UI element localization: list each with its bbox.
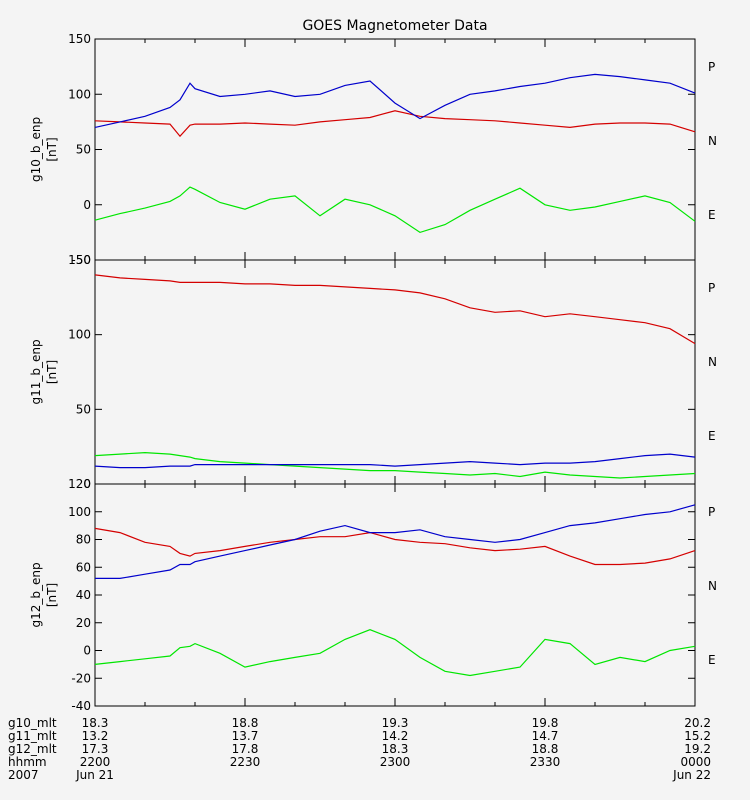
x-tick-label: 18.3: [82, 716, 109, 730]
series-P-line: [94, 274, 696, 345]
row-label: g12_mlt: [8, 742, 57, 756]
series-E-line: [95, 504, 696, 580]
series-P-line: [94, 527, 696, 566]
x-tick-label: 14.7: [532, 729, 559, 743]
x-tick-label: 20.2: [684, 716, 711, 730]
panel-frame: [94, 259, 696, 485]
series-N-line: [94, 451, 696, 479]
y-tick-label: -40: [71, 699, 91, 713]
series-N-line: [94, 629, 696, 677]
x-tick-label: 0000: [680, 755, 711, 769]
series-E-line: [94, 73, 696, 128]
row-label: 2007: [8, 768, 39, 782]
panel-frame: [94, 38, 696, 261]
x-tick-label: 19.8: [532, 716, 559, 730]
y-axis-units: [nT]: [45, 137, 59, 161]
chart-title: GOES Magnetometer Data: [302, 18, 487, 34]
y-axis-units: [nT]: [45, 583, 59, 607]
y-tick-label: 100: [68, 505, 91, 519]
x-axis-rows: g10_mltg11_mltg12_mlthhmm200718.313.217.…: [8, 716, 711, 782]
legend-P: P: [708, 60, 715, 74]
series-P-line: [94, 110, 696, 138]
y-tick-label: 0: [83, 477, 91, 491]
legend-N: N: [708, 579, 717, 593]
y-tick-label: 20: [76, 616, 91, 630]
y-tick-label: 120: [68, 477, 91, 491]
x-tick-label: 15.2: [684, 729, 711, 743]
y-tick-label: 100: [68, 328, 91, 342]
row-label: g11_mlt: [8, 729, 57, 743]
x-tick-label: 13.7: [232, 729, 259, 743]
x-tick-label: 18.8: [232, 716, 259, 730]
legend-P: P: [708, 281, 715, 295]
legend-P: P: [708, 505, 715, 519]
y-tick-label: 80: [76, 533, 91, 547]
legend-E: E: [708, 208, 716, 222]
panel-3: 120 100 80 60 40 20 0 -20 -40 g12_b_enp [nT] P N E: [29, 477, 717, 713]
x-tick-label: 18.8: [532, 742, 559, 756]
series-N-line: [94, 186, 696, 234]
x-tick-label: 13.2: [82, 729, 109, 743]
x-tick-label: 14.2: [382, 729, 409, 743]
y-tick-label: 0: [83, 644, 91, 658]
y-axis-label: g11_b_enp: [29, 339, 43, 404]
legend-N: N: [708, 355, 717, 369]
y-tick-label: 60: [76, 560, 91, 574]
y-tick-label: 40: [76, 588, 91, 602]
x-tick-label: 2330: [530, 755, 561, 769]
y-tick-label: -50: [71, 253, 91, 267]
x-tick-label: 2230: [230, 755, 261, 769]
row-label: hhmm: [8, 755, 47, 769]
panel-1: 150 100 50 0 -50 g10_b_enp [nT] P N E: [29, 32, 717, 267]
x-tick-label: Jun 21: [75, 768, 114, 782]
x-tick-label: 19.2: [684, 742, 711, 756]
y-tick-label: -20: [71, 671, 91, 685]
legend-N: N: [708, 134, 717, 148]
y-tick-label: 50: [76, 143, 91, 157]
x-tick-label: Jun 22: [672, 768, 711, 782]
y-tick-label: 50: [76, 402, 91, 416]
x-tick-label: 19.3: [382, 716, 409, 730]
y-tick-label: 150: [68, 253, 91, 267]
x-tick-label: 17.8: [232, 742, 259, 756]
y-tick-label: 100: [68, 87, 91, 101]
legend-E: E: [708, 653, 716, 667]
y-tick-label: 150: [68, 32, 91, 46]
panel-frame: [94, 483, 696, 707]
x-tick-label: 2300: [380, 755, 411, 769]
series-E-line: [94, 453, 696, 469]
y-axis-label: g10_b_enp: [29, 117, 43, 182]
y-tick-label: 0: [83, 198, 91, 212]
x-tick-label: 2200: [80, 755, 111, 769]
y-axis-label: g12_b_enp: [29, 562, 43, 627]
row-label: g10_mlt: [8, 716, 57, 730]
x-tick-label: 17.3: [82, 742, 109, 756]
legend-E: E: [708, 429, 716, 443]
x-tick-label: 18.3: [382, 742, 409, 756]
panel-2: 150 100 50 0 g11_b_enp [nT] P N E: [29, 253, 717, 491]
y-axis-units: [nT]: [45, 360, 59, 384]
